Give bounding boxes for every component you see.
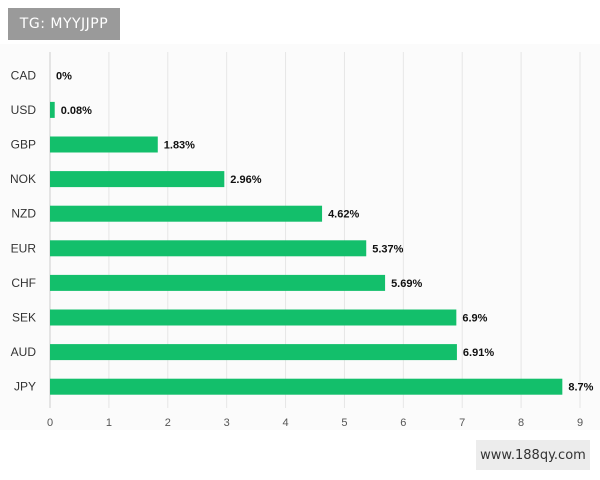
- x-tick-label-7: 7: [459, 417, 465, 429]
- category-label-cad: CAD: [11, 68, 37, 82]
- value-label-jpy: 8.7%: [568, 382, 593, 394]
- bar-aud: [50, 344, 457, 361]
- value-label-nok: 2.96%: [230, 174, 261, 186]
- x-tick-label-1: 1: [106, 417, 112, 429]
- x-tick-label-5: 5: [341, 417, 347, 429]
- category-label-gbp: GBP: [11, 138, 36, 152]
- chart-area: 0 1 2 3 4 5 6 7 8 9 CAD 0% USD 0.08% GBP 1.83% NOK 2.96% N…: [0, 44, 600, 430]
- value-label-chf: 5.69%: [391, 278, 422, 290]
- value-label-gbp: 1.83%: [164, 140, 195, 152]
- x-tick-label-6: 6: [400, 417, 406, 429]
- x-tick-label-3: 3: [224, 417, 230, 429]
- category-label-nzd: NZD: [11, 207, 36, 221]
- watermark-bottom: www.188qy.com: [476, 440, 590, 470]
- x-tick-label-8: 8: [518, 417, 524, 429]
- bar-eur: [50, 240, 367, 257]
- bar-chart: 0 1 2 3 4 5 6 7 8 9 CAD 0% USD 0.08% GBP 1.83% NOK 2.96% N…: [10, 52, 594, 429]
- bar-gbp: [50, 136, 158, 153]
- x-tick-label-4: 4: [282, 417, 288, 429]
- category-label-aud: AUD: [11, 345, 37, 359]
- x-tick-label-0: 0: [47, 417, 53, 429]
- grid-lines: [49, 52, 581, 408]
- category-label-sek: SEK: [12, 311, 36, 325]
- category-label-eur: EUR: [11, 241, 37, 255]
- bars: [50, 101, 563, 395]
- value-label-eur: 5.37%: [372, 243, 403, 255]
- x-tick-label-2: 2: [165, 417, 171, 429]
- labels: 0 1 2 3 4 5 6 7 8 9 CAD 0% USD 0.08% GBP 1.83% NOK 2.96% N…: [10, 68, 594, 429]
- watermark-top: TG: MYYJJPP: [8, 8, 120, 40]
- value-label-sek: 6.9%: [462, 313, 487, 325]
- value-label-usd: 0.08%: [61, 105, 92, 117]
- category-label-chf: CHF: [11, 276, 36, 290]
- x-tick-label-9: 9: [577, 417, 583, 429]
- value-label-aud: 6.91%: [463, 347, 494, 359]
- category-label-nok: NOK: [10, 172, 36, 186]
- category-label-jpy: JPY: [14, 380, 36, 394]
- value-label-nzd: 4.62%: [328, 209, 359, 221]
- bar-chf: [50, 274, 386, 291]
- bar-sek: [50, 309, 457, 326]
- bar-usd: [50, 101, 55, 118]
- bar-jpy: [50, 378, 563, 395]
- category-label-usd: USD: [11, 103, 37, 117]
- bar-nzd: [50, 205, 323, 222]
- bar-nok: [50, 171, 225, 188]
- value-label-cad: 0%: [56, 70, 72, 82]
